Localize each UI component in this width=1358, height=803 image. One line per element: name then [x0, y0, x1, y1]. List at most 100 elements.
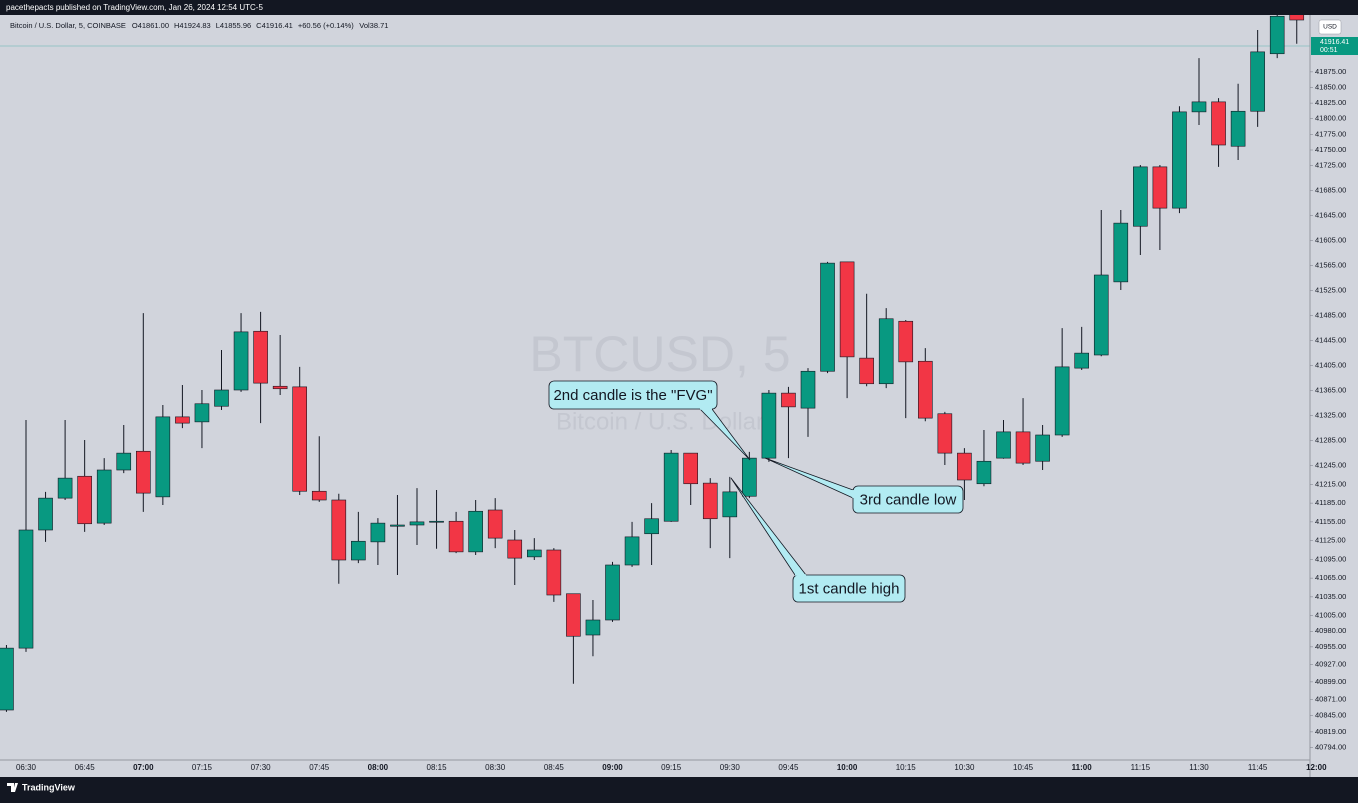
candle-body: [1152, 166, 1168, 209]
x-tick-label: 10:45: [1013, 763, 1034, 772]
candle-body: [644, 518, 659, 535]
x-tick-label: 06:30: [16, 763, 37, 772]
ohlc-readout: C41916.41: [256, 21, 293, 30]
x-tick-label: 08:45: [544, 763, 565, 772]
candle-body: [0, 647, 14, 711]
candle-body: [1269, 15, 1285, 55]
candle-body: [1230, 110, 1246, 147]
candle-body: [57, 477, 73, 499]
candle-body: [722, 491, 738, 518]
callout-text: 1st candle high: [799, 580, 900, 597]
y-tick-label: 41525.00: [1315, 286, 1346, 295]
brand-name: TradingView: [22, 782, 76, 792]
candle-body: [526, 549, 542, 558]
candle-body: [1093, 274, 1109, 356]
ohlc-readout: H41924.83: [174, 21, 211, 30]
candle-body: [996, 431, 1011, 459]
x-tick-label: 07:30: [251, 763, 272, 772]
y-tick-label: 41445.00: [1315, 336, 1346, 345]
candle-body: [233, 331, 249, 391]
currency-label: USD: [1323, 24, 1337, 31]
candle-body: [390, 524, 405, 527]
watermark-name: Bitcoin / U.S. Dollar: [556, 408, 764, 435]
y-tick-label: 41850.00: [1315, 82, 1346, 91]
y-tick-label: 40899.00: [1315, 677, 1346, 686]
candle-body: [1054, 366, 1070, 436]
candle-body: [1289, 15, 1305, 21]
candle-body: [429, 520, 444, 523]
candle-body: [1074, 352, 1089, 369]
currency-button[interactable]: [1318, 19, 1342, 35]
callout-text: 2nd candle is the "FVG": [553, 387, 712, 404]
volume-readout: Vol38.71: [359, 21, 388, 30]
candle-body: [448, 520, 464, 553]
x-tick-label: 08:15: [427, 763, 448, 772]
x-tick-label: 11:00: [1072, 763, 1093, 772]
candle-body: [820, 262, 835, 372]
candle-body: [898, 320, 914, 363]
candle-body: [585, 619, 601, 636]
footer: [0, 777, 1358, 798]
countdown-label: 00:51: [1320, 47, 1338, 54]
candle-body: [487, 509, 503, 539]
y-tick-label: 40794.00: [1315, 742, 1346, 751]
candle-body: [18, 529, 34, 649]
y-tick-label: 41245.00: [1315, 461, 1346, 470]
x-tick-label: 09:15: [661, 763, 682, 772]
last-price-label: 41916.41: [1320, 39, 1349, 46]
x-tick-label: 09:00: [602, 763, 623, 772]
watermark-symbol: BTCUSD, 5: [529, 326, 790, 382]
candle-body: [546, 549, 562, 596]
candle-body: [859, 357, 874, 385]
y-tick-label: 40955.00: [1315, 642, 1346, 651]
x-tick-label: 08:30: [485, 763, 506, 772]
y-tick-label: 41775.00: [1315, 129, 1346, 138]
x-tick-label: 07:45: [309, 763, 330, 772]
candle-body: [116, 452, 132, 471]
y-tick-label: 40845.00: [1315, 711, 1346, 720]
candle-body: [136, 450, 151, 494]
y-tick-label: 41215.00: [1315, 479, 1346, 488]
x-tick-label: 10:00: [837, 763, 858, 772]
candle-body: [292, 386, 308, 492]
x-tick-label: 09:30: [720, 763, 741, 772]
y-tick-label: 41645.00: [1315, 211, 1346, 220]
y-tick-label: 40980.00: [1315, 626, 1346, 635]
x-tick-label: 12:00: [1306, 763, 1327, 772]
y-tick-label: 41285.00: [1315, 436, 1346, 445]
y-tick-label: 41685.00: [1315, 186, 1346, 195]
y-tick-label: 41325.00: [1315, 411, 1346, 420]
candle-body: [38, 497, 53, 531]
candle-body: [1172, 111, 1187, 209]
candle-body: [272, 385, 288, 390]
y-tick-label: 40819.00: [1315, 727, 1346, 736]
y-tick-label: 41750.00: [1315, 145, 1346, 154]
x-tick-label: 11:15: [1131, 763, 1151, 772]
candle-body: [761, 392, 777, 459]
last-price-tag: [1311, 36, 1358, 55]
candle-body: [1191, 101, 1207, 113]
candle-body: [742, 457, 757, 497]
candle-body: [1250, 51, 1265, 112]
y-tick-label: 41185.00: [1315, 498, 1346, 507]
y-tick-label: 41125.00: [1315, 536, 1346, 545]
candle-body: [370, 522, 386, 543]
candle-body: [937, 413, 953, 454]
candle-body: [1113, 222, 1129, 283]
candle-body: [175, 416, 190, 424]
candle-body: [917, 360, 933, 419]
candle-body: [781, 392, 796, 408]
y-tick-label: 41800.00: [1315, 114, 1346, 123]
candle-body: [702, 482, 718, 520]
ohlc-readout: O41861.00: [132, 21, 169, 30]
candle-body: [253, 330, 268, 384]
candle-body: [1015, 431, 1031, 464]
y-tick-label: 41005.00: [1315, 611, 1346, 620]
candle-body: [214, 389, 229, 407]
candle-body: [566, 593, 581, 637]
candle-body: [77, 475, 92, 525]
x-tick-label: 06:45: [75, 763, 96, 772]
x-tick-label: 08:00: [368, 763, 389, 772]
y-tick-label: 41825.00: [1315, 98, 1346, 107]
